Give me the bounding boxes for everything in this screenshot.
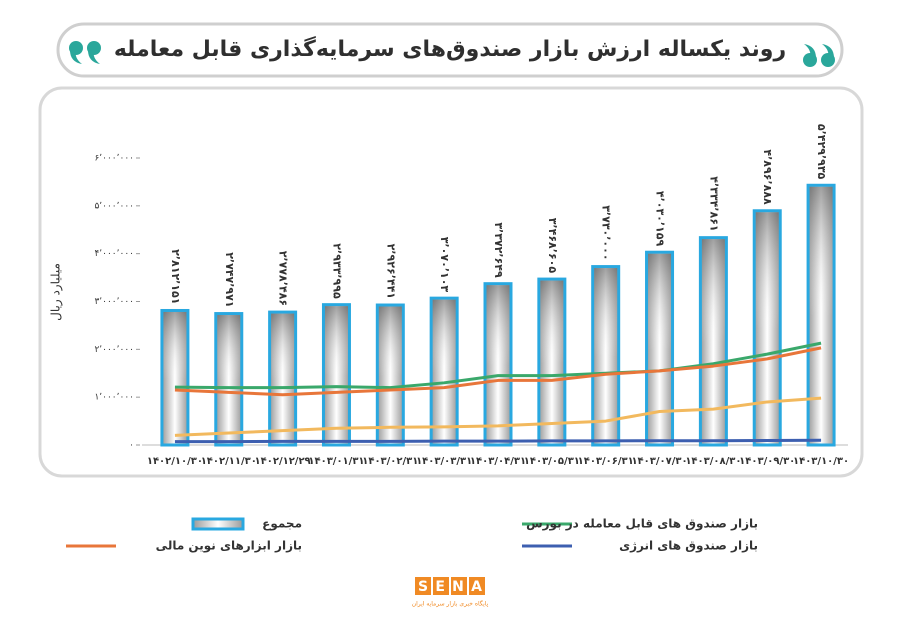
x-tick-label: ۱۴۰۳/۰۸/۳۰ [685,456,741,467]
quote-marks [69,41,835,67]
chart-title: روند یکساله ارزش بازار صندوق‌های سرمایه‌… [114,35,786,62]
y-tick-label: ۱٬۰۰۰٬۰۰۰ [94,393,134,403]
bar-shade [163,311,187,380]
legend-label: مجموع [262,517,302,532]
value-label: ۴٬۸۹۶٬۸۸۸ [761,149,774,205]
value-label: ۲٬۷۷۸٬۴۸۶ [277,251,290,306]
value-label: ۳٬۳۷۲٬۶۴۹ [492,222,505,278]
bar-shade [648,253,672,351]
legend-label: بازار صندوق های قابل معامله در بورس [526,517,758,532]
line [174,341,822,390]
line [174,438,822,444]
line [174,346,822,397]
x-tick-label: ۱۴۰۲/۱۲/۲۹ [255,456,311,467]
value-label: ۳٬۷۳۰٬۰۰۰ [600,205,613,260]
x-tick-label: ۱۴۰۳/۰۲/۳۱ [362,456,418,467]
x-tick-label: ۱۴۰۳/۰۷/۳۰ [631,456,687,467]
value-label: ۲٬۹۲۶٬۴۴۱ [384,244,397,299]
title-frame [56,22,844,78]
bar-shade [594,268,618,358]
y-tick-label: ۳٬۰۰۰٬۰۰۰ [94,297,134,307]
y-tick-label: ۴٬۰۰۰٬۰۰۰ [94,249,134,259]
x-tick-label: ۱۴۰۳/۰۹/۳۰ [739,456,795,467]
legend-swatch [191,517,245,531]
line [174,396,822,437]
bar-shade [432,299,456,374]
y-tick-label: ۵٬۰۰۰٬۰۰۰ [94,201,134,211]
x-tick-label: ۱۴۰۳/۱۰/۳۰ [793,456,849,467]
bar-shade [755,212,779,330]
value-label: ۲٬۸۱۲٬۱۵۱ [169,249,182,304]
bar-shade [809,186,833,317]
bar-shade [378,306,402,377]
x-tick-label: ۱۴۰۳/۰۶/۳۱ [578,456,634,467]
logo-subtitle: پایگاه خبری بازار سرمایه ایران [412,600,489,608]
bar-shade [324,306,348,377]
legend-label: بازار صندوق های انرژی [619,539,758,554]
value-label: ۴٬۳۳۴٬۸۶۱ [707,176,720,231]
y-axis-label: میلیارد ریال [49,263,64,321]
y-tick-label: ۲٬۰۰۰٬۰۰۰ [94,345,134,355]
value-label: ۲٬۷۴۷٬۹۷۱ [223,252,236,307]
value-label: ۴٬۰۳۰٬۱۵۹ [654,191,667,247]
x-tick-label: ۱۴۰۳/۰۳/۳۱ [416,456,472,467]
y-tick-label: ۶٬۰۰۰٬۰۰۰ [94,154,134,164]
x-tick-label: ۱۴۰۳/۰۵/۳۱ [524,456,580,467]
bar-shade [701,239,725,343]
value-label: ۳٬۰۷۰٬۱۰۳ [438,237,451,293]
bar-shade [217,315,241,381]
y-tick-label: ۰ [129,441,134,451]
bar-shade [540,280,564,364]
bar-shade [486,285,510,366]
bar-shade [271,313,295,381]
x-tick-label: ۱۴۰۲/۱۱/۳۰ [201,456,257,467]
value-label: ۲٬۹۳۳٬۹۹۵ [330,243,343,299]
value-label: ۳٬۴۶۸٬۶۰۵ [546,218,559,274]
value-label: ۵٬۴۲۹٬۹۳۵ [815,124,828,180]
x-tick-label: ۱۴۰۳/۰۱/۳۱ [308,456,364,467]
x-tick-label: ۱۴۰۲/۱۰/۳۰ [147,456,203,467]
x-tick-label: ۱۴۰۳/۰۴/۳۱ [470,456,526,467]
legend-label: بازار ابزارهای نوین مالی [156,539,302,554]
